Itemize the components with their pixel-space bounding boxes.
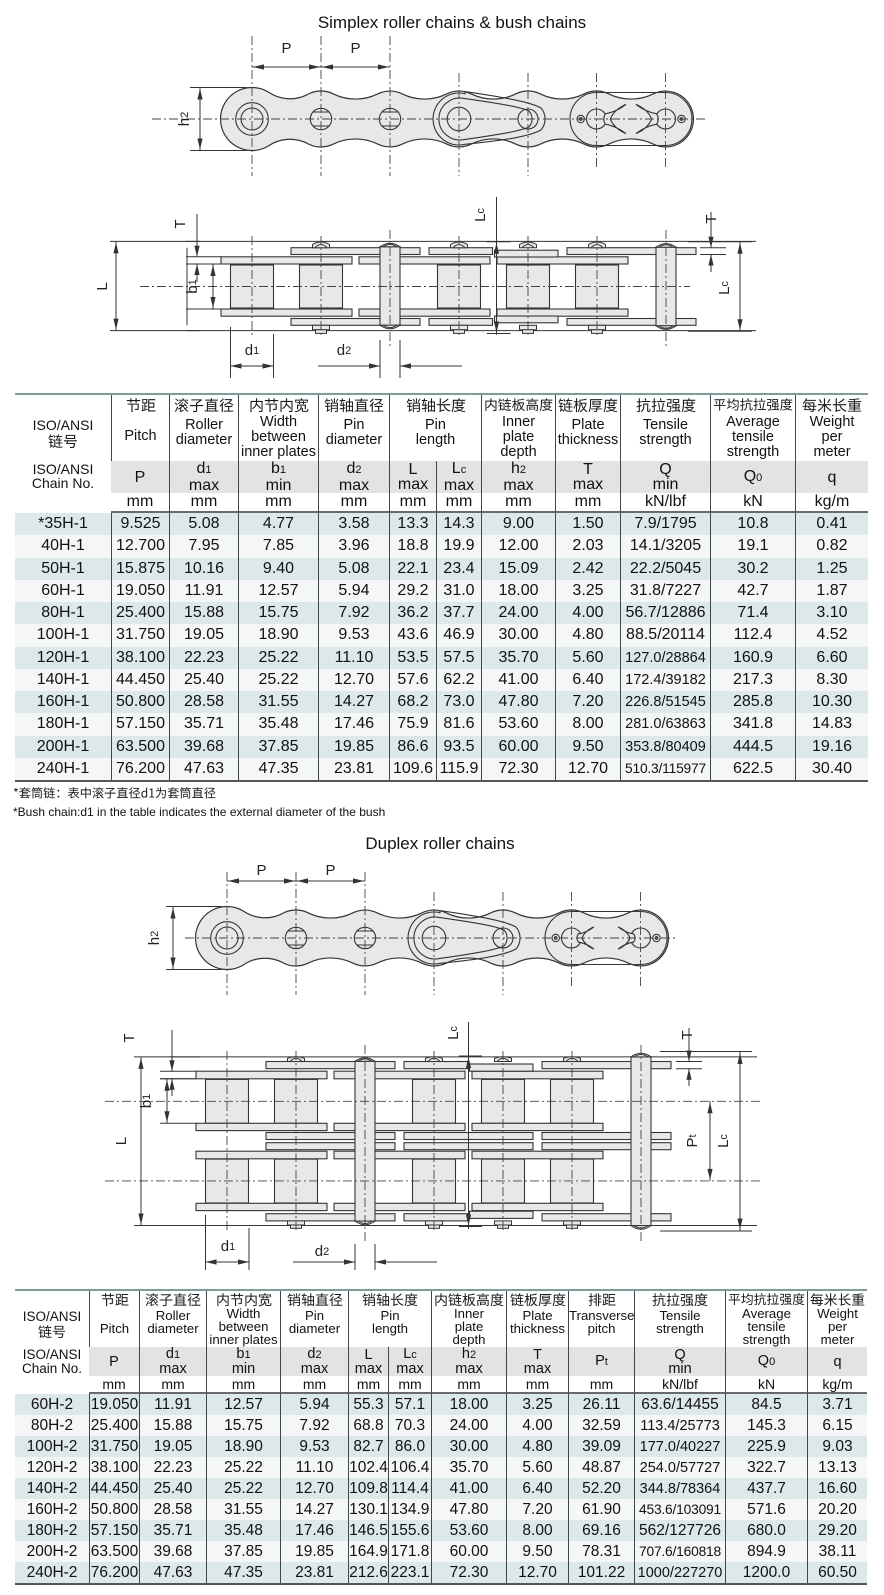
svg-text:P: P — [281, 40, 291, 57]
svg-text:b1: b1 — [138, 1094, 155, 1108]
svg-text:L: L — [113, 1137, 130, 1145]
svg-text:P: P — [350, 40, 360, 57]
svg-text:h2: h2 — [176, 112, 193, 126]
svg-text:T: T — [703, 214, 720, 223]
svg-text:P: P — [256, 862, 266, 879]
svg-text:d2: d2 — [315, 1243, 329, 1260]
svg-text:Lc: Lc — [445, 1026, 462, 1040]
svg-text:d1: d1 — [221, 1238, 235, 1255]
svg-text:Lc: Lc — [715, 1134, 732, 1148]
svg-text:T: T — [679, 1030, 696, 1039]
svg-text:Pt: Pt — [684, 1134, 701, 1147]
svg-text:Lc: Lc — [472, 208, 489, 222]
svg-text:d2: d2 — [337, 342, 351, 359]
svg-text:Lc: Lc — [716, 281, 733, 295]
svg-text:h2: h2 — [146, 931, 163, 945]
svg-text:d1: d1 — [245, 342, 259, 359]
svg-text:T: T — [121, 1033, 138, 1042]
svg-text:L: L — [94, 282, 111, 290]
svg-text:b1: b1 — [184, 279, 201, 293]
svg-text:T: T — [172, 219, 189, 228]
svg-text:P: P — [325, 862, 335, 879]
